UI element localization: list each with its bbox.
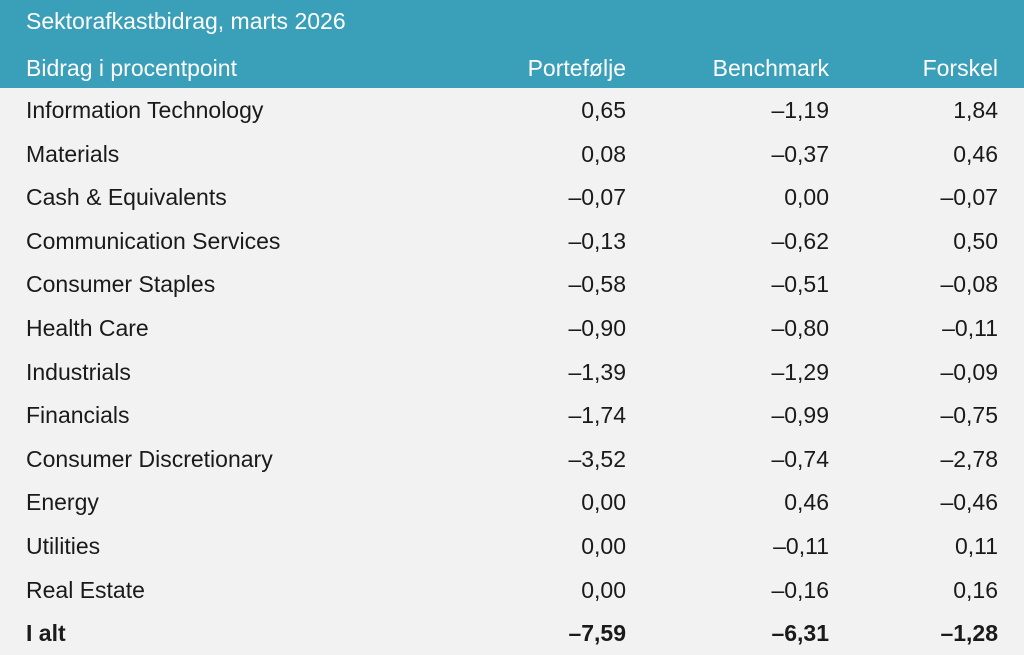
difference-value: 0,50: [953, 227, 998, 254]
table-row: Materials 0,08 –0,37 0,46: [0, 132, 1024, 176]
sector-name: Real Estate: [26, 576, 145, 603]
table-row: Real Estate 0,00 –0,16 0,16: [0, 568, 1024, 612]
total-portfolio-value: –7,59: [568, 620, 626, 647]
column-header-difference: Forskel: [922, 55, 998, 81]
table-title: Sektorafkastbidrag, marts 2026: [26, 8, 346, 34]
table-row: Communication Services –0,13 –0,62 0,50: [0, 219, 1024, 263]
sector-name: Utilities: [26, 532, 101, 559]
sector-name: Financials: [26, 402, 130, 429]
difference-value: –0,75: [940, 402, 998, 429]
table-row: Energy 0,00 0,46 –0,46: [0, 480, 1024, 524]
difference-value: –0,11: [942, 314, 998, 341]
difference-value: –0,08: [940, 271, 998, 298]
difference-value: –0,46: [940, 489, 998, 516]
table-row: Cash & Equivalents –0,07 0,00 –0,07: [0, 175, 1024, 219]
sector-name: Energy: [26, 489, 99, 516]
benchmark-value: –0,62: [771, 227, 829, 254]
table-row: Utilities 0,00 –0,11 0,11: [0, 524, 1024, 568]
column-header-label: Bidrag i procentpoint: [26, 55, 237, 81]
benchmark-value: –0,11: [773, 532, 829, 559]
benchmark-value: –0,99: [771, 402, 829, 429]
sector-name: Consumer Discretionary: [26, 445, 273, 472]
portfolio-value: 0,65: [581, 97, 626, 123]
benchmark-value: –0,80: [771, 314, 829, 341]
portfolio-value: –0,58: [568, 271, 626, 298]
benchmark-value: 0,46: [784, 489, 829, 516]
difference-value: 0,46: [953, 140, 998, 167]
portfolio-value: 0,00: [581, 489, 626, 516]
total-benchmark-value: –6,31: [771, 620, 829, 647]
portfolio-value: –3,52: [568, 445, 626, 472]
table-row: Financials –1,74 –0,99 –0,75: [0, 393, 1024, 437]
sector-name: Consumer Staples: [26, 271, 216, 298]
difference-value: 1,84: [953, 97, 998, 123]
portfolio-value: 0,08: [581, 140, 626, 167]
portfolio-value: –0,90: [568, 314, 626, 341]
difference-value: 0,16: [953, 576, 998, 603]
benchmark-value: –0,51: [771, 271, 829, 298]
benchmark-value: –0,37: [771, 140, 829, 167]
portfolio-value: –1,74: [568, 402, 626, 429]
difference-value: –0,07: [940, 184, 998, 211]
column-header-benchmark: Benchmark: [712, 55, 829, 81]
benchmark-value: –0,16: [771, 576, 829, 603]
portfolio-value: 0,00: [581, 532, 626, 559]
difference-value: –2,78: [940, 445, 998, 472]
sector-name: Information Technology: [26, 97, 264, 123]
column-header-portfolio: Portefølje: [527, 55, 626, 81]
sector-name: Health Care: [26, 314, 149, 341]
portfolio-value: 0,00: [581, 576, 626, 603]
sector-name: Industrials: [26, 358, 131, 385]
difference-value: –0,09: [940, 358, 998, 385]
portfolio-value: –0,13: [568, 227, 626, 254]
sector-name: Materials: [26, 140, 120, 167]
total-difference-value: –1,28: [940, 620, 998, 647]
benchmark-value: –1,29: [771, 358, 829, 385]
sector-name: Cash & Equivalents: [26, 184, 227, 211]
benchmark-value: –1,19: [771, 97, 829, 123]
benchmark-value: 0,00: [784, 184, 829, 211]
table-row: Consumer Discretionary –3,52 –0,74 –2,78: [0, 437, 1024, 481]
table-row: Information Technology 0,65 –1,19 1,84: [0, 88, 1024, 132]
table-row: Health Care –0,90 –0,80 –0,11: [0, 306, 1024, 350]
total-label: I alt: [26, 620, 66, 647]
table-row: Consumer Staples –0,58 –0,51 –0,08: [0, 262, 1024, 306]
column-header-row: Bidrag i procentpoint Portefølje Benchma…: [0, 55, 1024, 85]
table-header: Sektorafkastbidrag, marts 2026 Bidrag i …: [0, 0, 1024, 88]
sector-name: Communication Services: [26, 227, 281, 254]
table-body: Information Technology 0,65 –1,19 1,84 M…: [0, 88, 1024, 655]
difference-value: 0,11: [954, 532, 998, 559]
benchmark-value: –0,74: [771, 445, 829, 472]
portfolio-value: –0,07: [568, 184, 626, 211]
total-row: I alt –7,59 –6,31 –1,28: [0, 611, 1024, 655]
portfolio-value: –1,39: [568, 358, 626, 385]
table-row: Industrials –1,39 –1,29 –0,09: [0, 350, 1024, 394]
